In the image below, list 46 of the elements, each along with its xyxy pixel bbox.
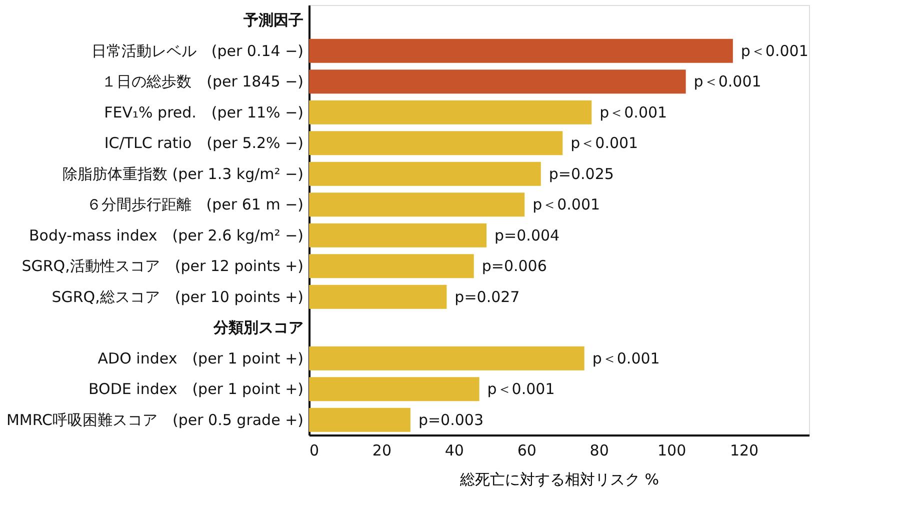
annotation: p=0.027 [454, 288, 520, 306]
y-tick-label: 予測因子 [242, 11, 304, 30]
y-tick-label: SGRQ,総スコア (per 10 points +) [52, 288, 304, 306]
bar [309, 223, 487, 248]
bar [309, 192, 525, 217]
y-tick-label: BODE index (per 1 point +) [88, 380, 304, 398]
y-tick-label: 除脂肪体重指数 (per 1.3 kg/m² −) [62, 164, 304, 183]
x-tick-label: 100 [658, 442, 686, 460]
annotation: p=0.025 [548, 164, 614, 183]
x-tick-label: 20 [372, 442, 392, 460]
bar [309, 162, 541, 186]
x-tick-label: 0 [310, 442, 320, 460]
y-tick-label: １日の総歩数 (per 1845 −) [102, 72, 304, 91]
annotation: p＜0.001 [600, 103, 668, 122]
annotation: p＜0.001 [740, 42, 808, 60]
y-tick-label: MMRC呼吸困難スコア (per 0.5 grade +) [6, 410, 304, 429]
x-tick-label: 40 [444, 442, 464, 460]
x-tick-label: 120 [730, 442, 759, 460]
y-tick-label: FEV₁% pred. (per 11% −) [104, 103, 304, 122]
bar [309, 377, 480, 402]
annotation: p=0.003 [418, 410, 484, 429]
bar [309, 131, 563, 156]
x-tick-label: 60 [517, 442, 536, 460]
annotation: p=0.006 [482, 257, 547, 276]
annotation: p＜0.001 [487, 380, 555, 398]
bar [309, 254, 474, 278]
bar [309, 100, 592, 124]
bar [309, 346, 584, 370]
y-tick-label: IC/TLC ratio (per 5.2% −) [104, 134, 304, 152]
y-tick-label: ADO index (per 1 point +) [98, 349, 304, 368]
bar [309, 284, 447, 309]
x-tick-label: 80 [590, 442, 609, 460]
annotation: p＜0.001 [570, 134, 638, 152]
y-tick-label: SGRQ,活動性スコア (per 12 points +) [22, 257, 304, 276]
bar [309, 70, 686, 94]
y-tick-label: 分類別スコア [212, 318, 304, 337]
bar [309, 408, 410, 432]
annotation: p＜0.001 [694, 72, 762, 91]
y-tick-label: ６分間歩行距離 (per 61 m −) [86, 196, 304, 214]
annotation: p＜0.001 [592, 349, 660, 368]
y-tick-label: 日常活動レベル (per 0.14 −) [91, 42, 304, 60]
annotation: p＜0.001 [532, 196, 600, 214]
annotation: p=0.004 [494, 226, 560, 244]
bar [309, 38, 733, 63]
y-tick-label: Body-mass index (per 2.6 kg/m² −) [29, 226, 304, 244]
x-axis-title: 総死亡に対する相対リスク % [458, 470, 660, 488]
